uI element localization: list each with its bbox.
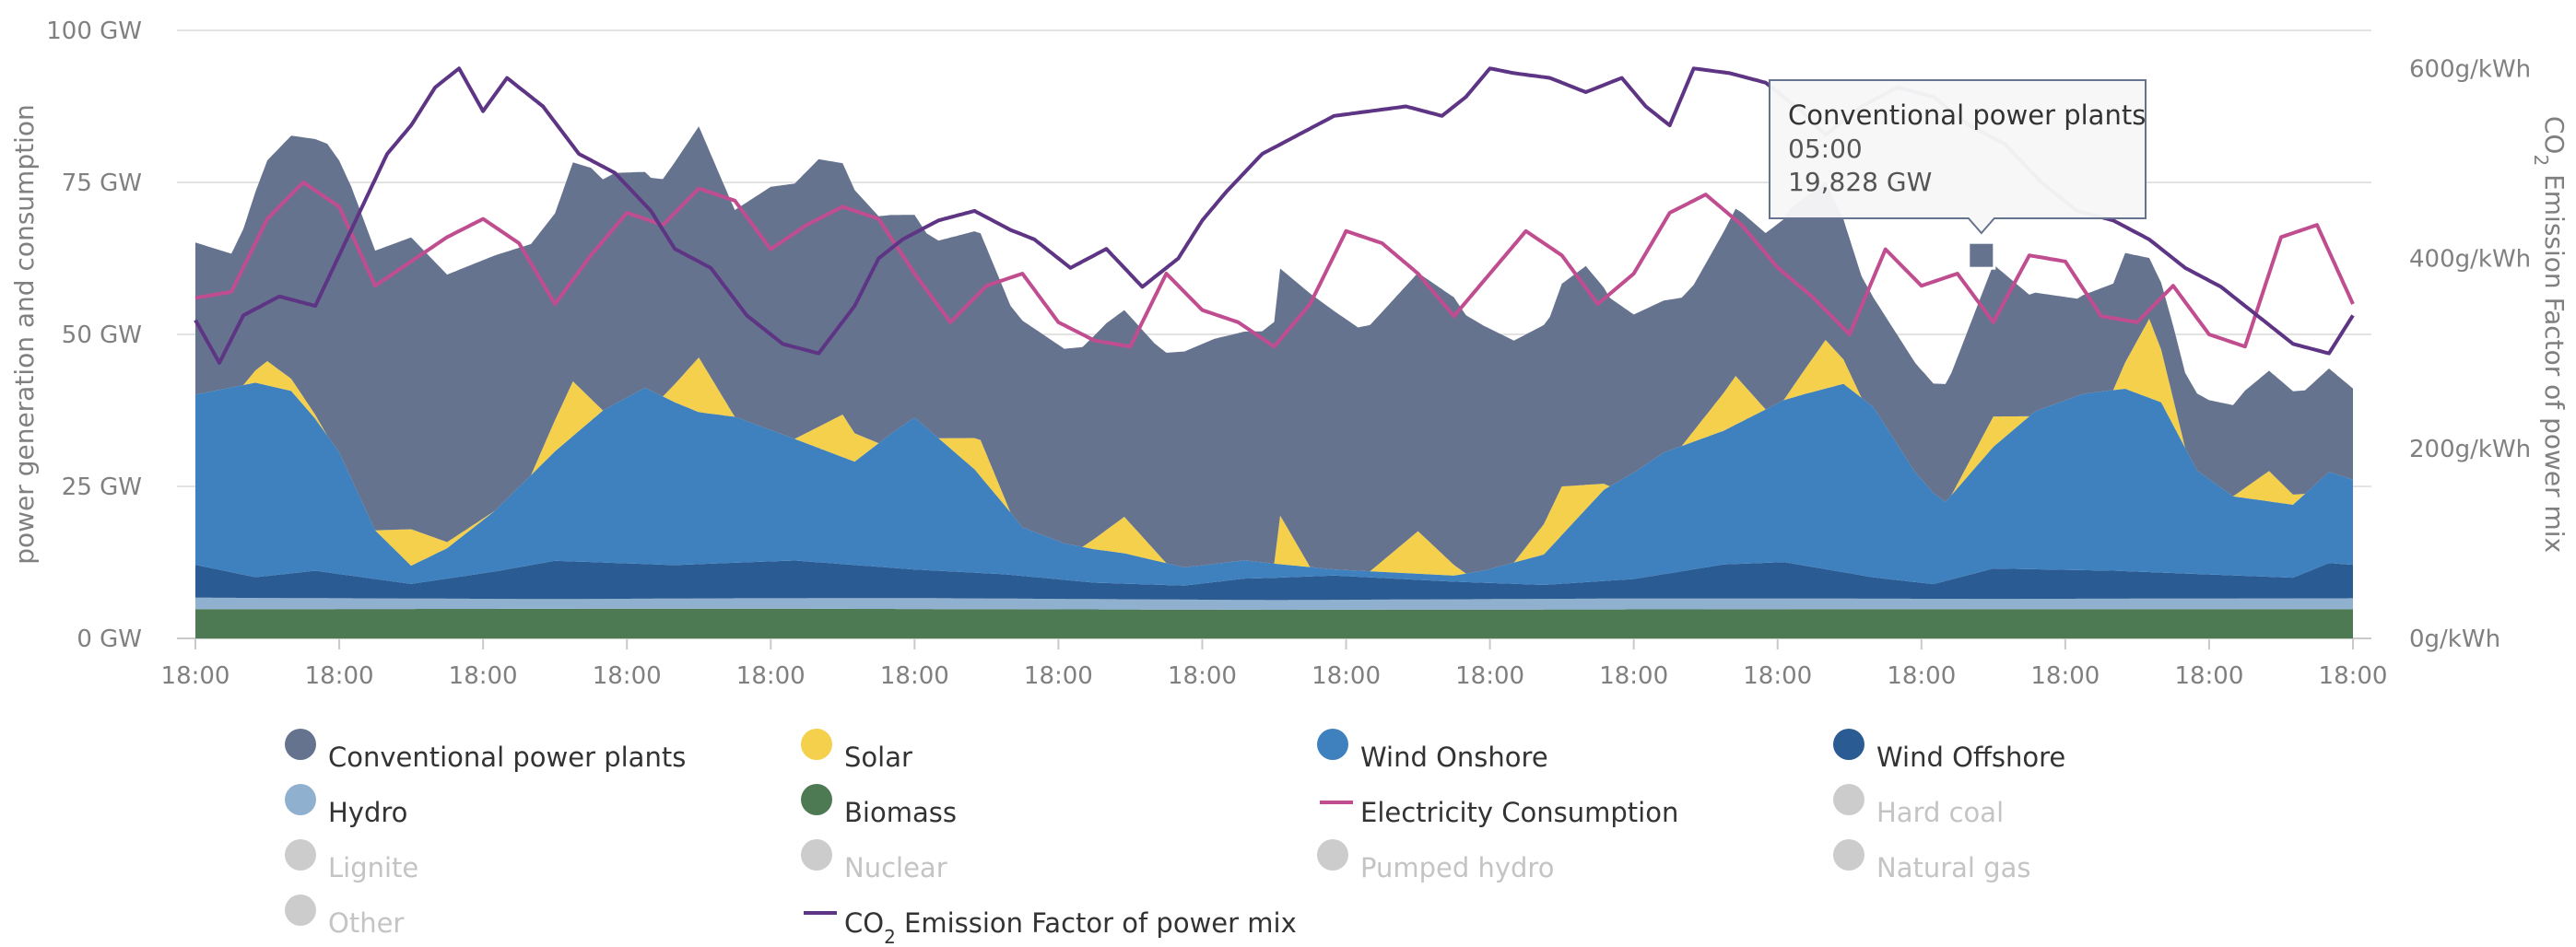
axes: 0 GW 25 GW 50 GW 75 GW 100 GW 0g/kWh 200g/kWh 4… xyxy=(9,18,2570,690)
legend-label: Electricity Consumption xyxy=(1360,797,1678,828)
legend-label: Pumped hydro xyxy=(1360,852,1554,883)
legend-circle-marker xyxy=(1317,729,1348,760)
legend-item-solar[interactable]: Solar xyxy=(801,729,912,773)
y-left-tick: 75 GW xyxy=(62,170,142,197)
legend-label: Biomass xyxy=(844,797,957,828)
y-right-title: CO2 Emission Factor of power mix xyxy=(2530,116,2570,553)
legend-label: Lignite xyxy=(328,852,418,883)
area-wind-onshore[interactable] xyxy=(195,382,2353,586)
legend-item-nuclear[interactable]: Nuclear xyxy=(801,839,947,883)
x-tick-label: 18:00 xyxy=(1887,662,1956,690)
area-conventional-power-plants[interactable] xyxy=(195,126,2353,574)
y-left-tick: 0 GW xyxy=(76,625,142,653)
area-solar[interactable] xyxy=(195,319,2353,576)
legend-item-natural-gas[interactable]: Natural gas xyxy=(1833,839,2030,883)
y-left-tick: 100 GW xyxy=(46,18,142,45)
legend-circle-marker xyxy=(285,894,316,926)
legend[interactable]: Conventional power plants Solar Wind Onsho… xyxy=(285,729,2065,947)
legend-label: Other xyxy=(328,907,404,939)
legend-circle-marker xyxy=(285,784,316,815)
legend-item-lignite[interactable]: Lignite xyxy=(285,839,418,883)
y-right-tick: 600g/kWh xyxy=(2409,55,2531,83)
y-left-tick: 25 GW xyxy=(62,474,142,501)
hover-marker xyxy=(1967,240,1996,270)
legend-label: Hard coal xyxy=(1876,797,2004,828)
legend-label: Solar xyxy=(844,742,912,773)
x-tick-label: 18:00 xyxy=(1599,662,1668,690)
legend-label: Wind Onshore xyxy=(1360,742,1548,773)
area-biomass[interactable] xyxy=(195,608,2353,638)
x-tick-label: 18:00 xyxy=(2174,662,2243,690)
legend-label: Conventional power plants xyxy=(328,742,686,773)
legend-circle-marker xyxy=(1833,729,1864,760)
legend-item-hydro[interactable]: Hydro xyxy=(285,784,407,828)
y-right-tick: 0g/kWh xyxy=(2409,625,2500,653)
x-tick-label: 18:00 xyxy=(1168,662,1237,690)
x-tick-label: 18:00 xyxy=(736,662,806,690)
legend-item-pumped-hydro[interactable]: Pumped hydro xyxy=(1317,839,1554,883)
y-left-title: power generation and consumption xyxy=(9,104,40,565)
legend-item-conventional-power-plants[interactable]: Conventional power plants xyxy=(285,729,686,773)
area-hydro[interactable] xyxy=(195,597,2353,610)
tooltip-title: Conventional power plants xyxy=(1788,99,2146,131)
legend-circle-marker xyxy=(1833,839,1864,871)
x-tick-label: 18:00 xyxy=(880,662,949,690)
tooltip-value: 19,828 GW xyxy=(1788,167,1932,197)
legend-circle-marker xyxy=(285,729,316,760)
x-tick-label: 18:00 xyxy=(1312,662,1381,690)
legend-circle-marker xyxy=(1317,839,1348,871)
line-electricity-consumption[interactable] xyxy=(194,181,2355,349)
x-tick-label: 18:00 xyxy=(1743,662,1812,690)
legend-label: Nuclear xyxy=(844,852,947,883)
y-right-tick: 400g/kWh xyxy=(2409,246,2531,274)
legend-circle-marker xyxy=(801,839,832,871)
legend-item-wind-onshore[interactable]: Wind Onshore xyxy=(1317,729,1548,773)
x-tick-label: 18:00 xyxy=(2319,662,2388,690)
x-tick-label: 18:00 xyxy=(305,662,374,690)
legend-item-hard-coal[interactable]: Hard coal xyxy=(1833,784,2004,828)
legend-circle-marker xyxy=(285,839,316,871)
x-tick-label: 18:00 xyxy=(2030,662,2100,690)
legend-circle-marker xyxy=(801,729,832,760)
x-tick-label: 18:00 xyxy=(593,662,662,690)
legend-label: CO2 Emission Factor of power mix xyxy=(844,907,1297,947)
y-left-tick: 50 GW xyxy=(62,322,142,349)
x-tick-label: 18:00 xyxy=(449,662,518,690)
y-right-tick: 200g/kWh xyxy=(2409,436,2531,463)
legend-label: Natural gas xyxy=(1876,852,2030,883)
legend-label: Hydro xyxy=(328,797,407,828)
x-tick-label: 18:00 xyxy=(1455,662,1524,690)
x-tick-label: 18:00 xyxy=(161,662,230,690)
legend-item-electricity-consumption[interactable]: Electricity Consumption xyxy=(1320,797,1678,828)
legend-item-biomass[interactable]: Biomass xyxy=(801,784,957,828)
legend-circle-marker xyxy=(1833,784,1864,815)
legend-item-wind-offshore[interactable]: Wind Offshore xyxy=(1833,729,2065,773)
legend-label: Wind Offshore xyxy=(1876,742,2065,773)
area-wind-offshore[interactable] xyxy=(195,560,2353,601)
tooltip-time: 05:00 xyxy=(1788,134,1863,164)
legend-item-co2-emission-factor-of-power-mix[interactable]: CO2 Emission Factor of power mix xyxy=(804,907,1297,947)
x-tick-label: 18:00 xyxy=(1024,662,1093,690)
legend-circle-marker xyxy=(801,784,832,815)
stacked-areas xyxy=(195,126,2353,638)
tooltip-box xyxy=(1769,79,2147,235)
legend-item-other[interactable]: Other xyxy=(285,894,404,939)
